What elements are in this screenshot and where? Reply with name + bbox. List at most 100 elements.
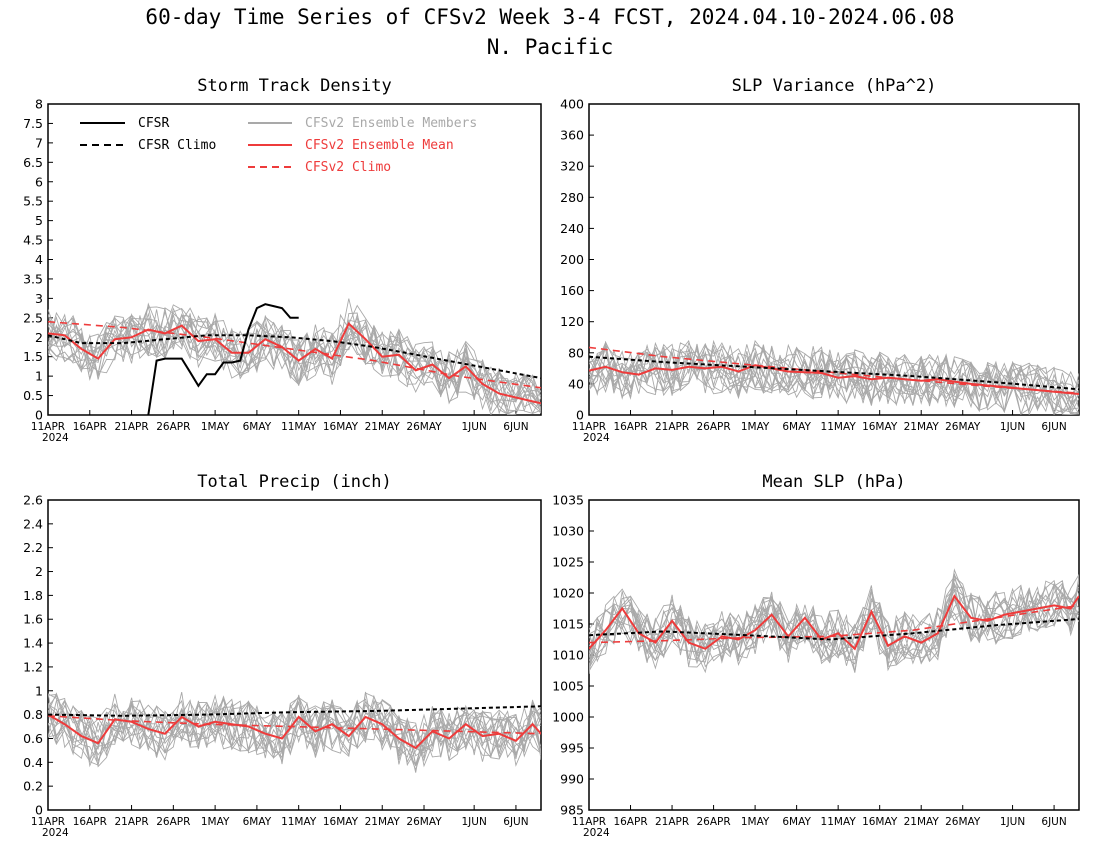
x-tick-label: 11MAY bbox=[281, 816, 317, 828]
x-tick-label: 16MAY bbox=[862, 816, 898, 828]
y-tick-label: 6.5 bbox=[23, 155, 43, 170]
x-tick-label: 6JUN bbox=[1041, 421, 1066, 433]
ensemble-member-line bbox=[589, 585, 1079, 674]
ensemble-member-line bbox=[589, 343, 1079, 415]
x-tick-label: 1JUN bbox=[1000, 816, 1025, 828]
ensemble-mean-line bbox=[48, 321, 541, 405]
x-tick-label: 26APR bbox=[156, 421, 190, 433]
y-tick-label: 1 bbox=[35, 369, 43, 384]
y-tick-label: 2 bbox=[35, 330, 43, 345]
y-tick-label: 1 bbox=[35, 683, 43, 698]
y-tick-label: 2.6 bbox=[23, 493, 43, 508]
x-tick-label: 11APR bbox=[31, 816, 65, 828]
plot-frame bbox=[47, 499, 542, 811]
y-tick-label: 0 bbox=[35, 803, 43, 818]
ensemble-member-line bbox=[589, 568, 1079, 668]
x-tick-label: 11MAY bbox=[281, 421, 317, 433]
x-tick-label: 26MAY bbox=[406, 421, 442, 433]
y-tick-label: 0.4 bbox=[23, 755, 43, 770]
cfsr-line bbox=[147, 303, 299, 415]
ensemble-mean-line bbox=[48, 713, 541, 750]
y-tick-label: 990 bbox=[560, 772, 584, 787]
y-tick-label: 0.6 bbox=[23, 731, 43, 746]
ensemble-member-line bbox=[48, 309, 541, 415]
x-year-label: 2024 bbox=[42, 827, 69, 839]
panel-4: Mean SLP (hPa) 985 990 995 1000 1005 1010 1015 1… bbox=[552, 472, 1080, 839]
x-tick-label: 1MAY bbox=[201, 816, 230, 828]
ensemble-member-line bbox=[48, 691, 541, 771]
y-tick-label: 360 bbox=[560, 128, 584, 143]
y-tick-label: 1030 bbox=[552, 524, 584, 539]
y-tick-label: 1005 bbox=[552, 679, 584, 694]
x-tick-label: 16APR bbox=[73, 421, 107, 433]
panel-title: Mean SLP (hPa) bbox=[762, 472, 905, 492]
legend-label-mean: CFSv2 Ensemble Mean bbox=[305, 138, 454, 153]
y-tick-label: 1010 bbox=[552, 648, 584, 663]
ensemble-member-line bbox=[48, 695, 541, 765]
y-tick-label: 1000 bbox=[552, 710, 584, 725]
y-tick-label: 995 bbox=[560, 741, 584, 756]
plot-area bbox=[48, 298, 541, 415]
x-tick-label: 21MAY bbox=[365, 816, 401, 828]
panel-3: Total Precip (inch) 0 0.2 0.4 0.6 0.8 1 1.2 1.4 1… bbox=[23, 472, 542, 839]
y-tick-label: 0.8 bbox=[23, 707, 43, 722]
ensemble-mean-line bbox=[589, 364, 1079, 395]
ensemble-mean-line bbox=[589, 594, 1079, 651]
y-tick-label: 1.6 bbox=[23, 612, 43, 627]
legend: CFSR CFSR Climo CFSv2 Ensemble Members C… bbox=[80, 116, 477, 175]
y-tick-label: 7.5 bbox=[23, 116, 43, 131]
x-year-label: 2024 bbox=[583, 827, 610, 839]
x-tick-label: 26APR bbox=[696, 816, 730, 828]
cfsv2-climo-line bbox=[48, 320, 541, 389]
x-tick-label: 6JUN bbox=[503, 421, 528, 433]
panel-title: SLP Variance (hPa^2) bbox=[732, 76, 937, 96]
panel-title: Storm Track Density bbox=[197, 76, 391, 96]
y-tick-label: 7 bbox=[35, 135, 43, 150]
y-tick-label: 6 bbox=[35, 174, 43, 189]
ensemble-member-line bbox=[589, 342, 1079, 415]
y-tick-label: 1.8 bbox=[23, 588, 43, 603]
x-tick-label: 1MAY bbox=[741, 421, 770, 433]
y-tick-label: 4.5 bbox=[23, 233, 43, 248]
y-tick-label: 1.4 bbox=[23, 636, 43, 651]
cfsr-climo-line bbox=[589, 618, 1079, 641]
y-tick-label: 1020 bbox=[552, 586, 584, 601]
y-tick-label: 280 bbox=[560, 190, 584, 205]
ensemble-member-line bbox=[589, 574, 1079, 673]
plot-area bbox=[589, 568, 1079, 674]
x-tick-label: 6JUN bbox=[503, 816, 528, 828]
x-tick-label: 21APR bbox=[114, 421, 148, 433]
x-tick-label: 16APR bbox=[613, 816, 647, 828]
y-tick-label: 3 bbox=[35, 291, 43, 306]
y-tick-label: 1035 bbox=[552, 493, 584, 508]
y-tick-label: 0.5 bbox=[23, 388, 43, 403]
x-tick-label: 21MAY bbox=[904, 421, 940, 433]
y-tick-label: 985 bbox=[560, 803, 584, 818]
x-tick-label: 21MAY bbox=[904, 816, 940, 828]
ensemble-member-line bbox=[589, 583, 1079, 668]
x-tick-label: 26MAY bbox=[945, 421, 981, 433]
x-tick-label: 16MAY bbox=[862, 421, 898, 433]
x-tick-label: 16APR bbox=[73, 816, 107, 828]
y-tick-label: 5.5 bbox=[23, 194, 43, 209]
ensemble-member-line bbox=[589, 346, 1079, 412]
x-tick-label: 1JUN bbox=[461, 421, 486, 433]
ensemble-member-line bbox=[48, 691, 541, 761]
y-tick-label: 400 bbox=[560, 97, 584, 112]
x-tick-label: 16APR bbox=[613, 421, 647, 433]
ensemble-member-line bbox=[589, 339, 1079, 415]
y-tick-label: 4 bbox=[35, 252, 43, 267]
x-tick-label: 21APR bbox=[655, 816, 689, 828]
plot-area bbox=[48, 691, 541, 773]
x-tick-label: 11APR bbox=[572, 816, 606, 828]
x-tick-label: 1JUN bbox=[461, 816, 486, 828]
y-tick-label: 5 bbox=[35, 213, 43, 228]
figure-title: 60-day Time Series of CFSv2 Week 3-4 FCS… bbox=[145, 5, 954, 29]
panel-1: Storm Track Density 0 0.5 1 1.5 2 2.5 3 3.5 4 4.5 5… bbox=[23, 76, 542, 444]
x-tick-label: 26APR bbox=[156, 816, 190, 828]
x-tick-label: 21APR bbox=[114, 816, 148, 828]
x-tick-label: 16MAY bbox=[323, 421, 359, 433]
panel-title: Total Precip (inch) bbox=[197, 472, 391, 492]
y-tick-label: 320 bbox=[560, 159, 584, 174]
y-tick-label: 120 bbox=[560, 314, 584, 329]
